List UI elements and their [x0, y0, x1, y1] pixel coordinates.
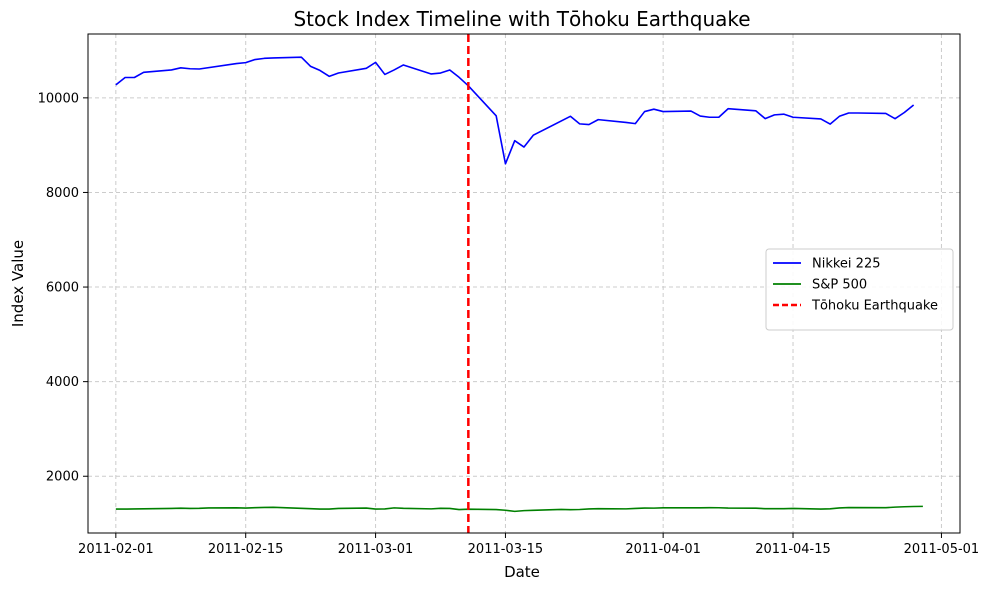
legend-box	[765, 248, 954, 331]
y-tick-label: 4000	[46, 375, 79, 390]
x-axis-label: Date	[504, 563, 540, 581]
x-tick-label: 2011-02-15	[208, 542, 284, 557]
y-tick-label: 2000	[46, 470, 79, 485]
y-tick-label: 10000	[38, 91, 79, 106]
legend-item-s-p-500: S&P 500	[773, 278, 867, 293]
grid	[88, 34, 960, 533]
legend-label: Tōhoku Earthquake	[811, 299, 938, 314]
y-axis: 2000 4000 6000 8000 10000	[38, 91, 88, 485]
y-tick-label: 8000	[46, 186, 79, 201]
x-tick-label: 2011-05-01	[904, 542, 980, 557]
series-layer	[115, 56, 923, 513]
legend-label: Nikkei 225	[812, 257, 881, 272]
legend-label: S&P 500	[812, 278, 867, 293]
x-tick-label: 2011-03-01	[338, 542, 414, 557]
legend-item-earthquake: Tōhoku Earthquake	[773, 299, 938, 314]
x-axis: 2011-02-01 2011-02-15 2011-03-01 2011-03-15…	[78, 533, 979, 557]
plot-area-frame	[87, 33, 961, 534]
y-axis-label: Index Value	[9, 240, 27, 327]
y-tick-label: 6000	[46, 281, 79, 296]
x-tick-label: 2011-02-01	[78, 542, 154, 557]
x-tick-label: 2011-03-15	[468, 542, 544, 557]
x-tick-label: 2011-04-15	[755, 542, 831, 557]
series-line-s-p-500	[115, 505, 923, 513]
legend: Nikkei 225 S&P 500 Tōhoku Earthquake	[765, 248, 954, 331]
series-line-nikkei-225	[115, 56, 915, 165]
chart-title: Stock Index Timeline with Tōhoku Earthqu…	[293, 7, 750, 31]
legend-item-nikkei-225: Nikkei 225	[773, 257, 881, 272]
x-tick-label: 2011-04-01	[625, 542, 701, 557]
